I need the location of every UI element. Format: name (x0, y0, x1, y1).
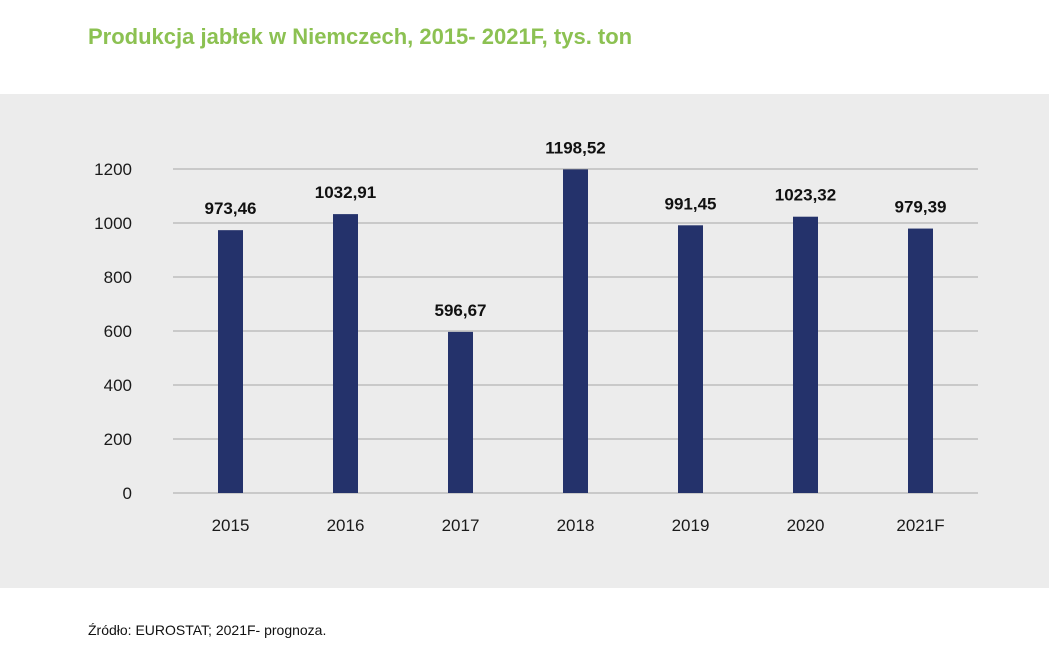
y-tick-label-200: 200 (104, 430, 132, 449)
value-label-2020: 1023,32 (775, 186, 836, 205)
bar-chart: 0 200 400 600 800 1000 1200 973,46 2015 1032,91 20… (94, 138, 978, 535)
value-label-2018: 1198,52 (545, 138, 606, 157)
y-tick-label-1200: 1200 (94, 160, 132, 179)
x-tick-label-2021F: 2021F (896, 516, 944, 535)
bar-2017 (448, 331, 473, 493)
bar-2018 (563, 169, 588, 493)
value-label-2017: 596,67 (435, 301, 487, 320)
chart-panel: 0 200 400 600 800 1000 1200 973,46 2015 1032,91 20… (0, 94, 1049, 588)
chart-title: Produkcja jabłek w Niemczech, 2015- 2021… (88, 24, 633, 49)
bar-2021F (908, 228, 933, 493)
y-tick-label-600: 600 (104, 322, 132, 341)
x-tick-label-2017: 2017 (442, 516, 480, 535)
source-note: Źródło: EUROSTAT; 2021F- prognoza. (88, 622, 327, 638)
x-tick-label-2015: 2015 (212, 516, 250, 535)
bar-2020 (793, 216, 818, 493)
bar-2019 (678, 225, 703, 493)
x-tick-label-2020: 2020 (787, 516, 825, 535)
value-label-2021F: 979,39 (895, 198, 947, 217)
bar-2016 (333, 214, 358, 493)
x-tick-label-2016: 2016 (327, 516, 365, 535)
x-tick-label-2018: 2018 (557, 516, 595, 535)
value-label-2019: 991,45 (665, 194, 717, 213)
value-label-2015: 973,46 (205, 199, 257, 218)
x-tick-label-2019: 2019 (672, 516, 710, 535)
y-tick-label-400: 400 (104, 376, 132, 395)
bar-2015 (218, 230, 243, 493)
y-tick-label-1000: 1000 (94, 214, 132, 233)
y-tick-label-800: 800 (104, 268, 132, 287)
value-label-2016: 1032,91 (315, 183, 376, 202)
y-tick-label-0: 0 (123, 484, 132, 503)
